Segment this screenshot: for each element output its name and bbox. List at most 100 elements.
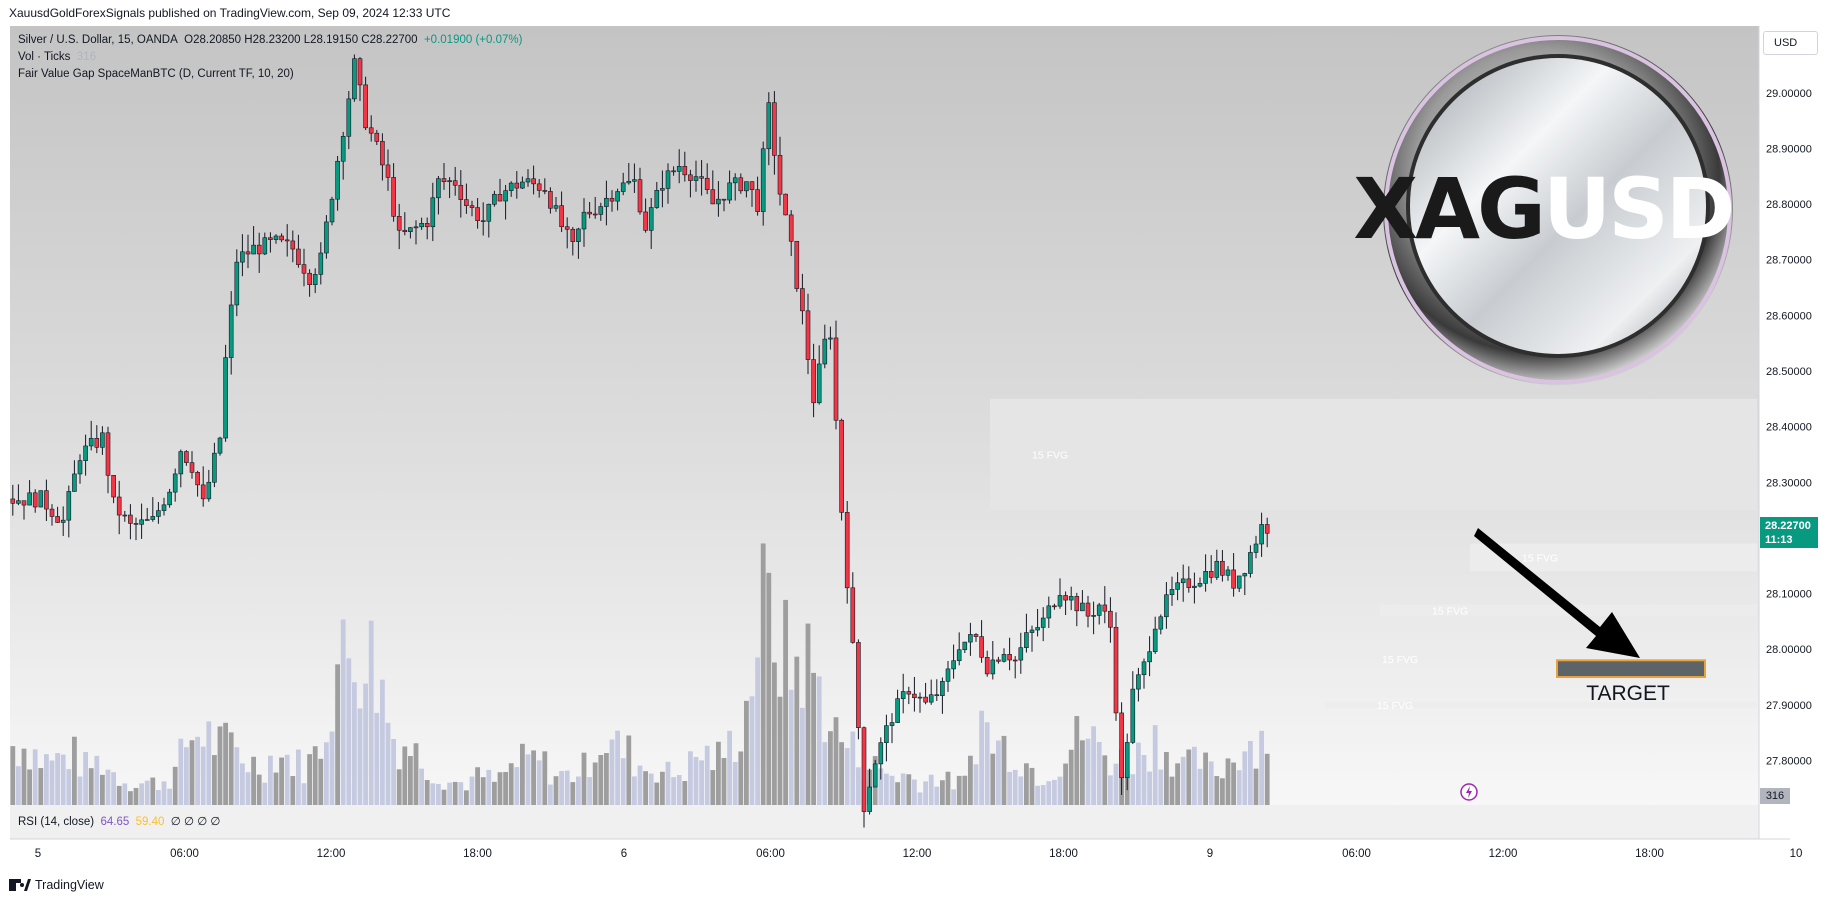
fvg-zone-label: 15 FVG	[1377, 700, 1413, 712]
legend-symbol[interactable]: Silver / U.S. Dollar, 15, OANDA	[18, 34, 178, 46]
volume-bar	[32, 749, 38, 805]
volume-bar	[632, 776, 637, 805]
candle-body	[1080, 602, 1085, 612]
candle-body	[413, 226, 419, 229]
volume-bar	[626, 735, 632, 805]
tradingview-footer[interactable]: TradingView	[9, 878, 104, 892]
footer-brand: TradingView	[35, 878, 104, 892]
volume-bar	[167, 788, 172, 805]
candle-body	[839, 419, 844, 513]
candle-body	[1136, 674, 1141, 690]
volume-bar	[1052, 779, 1057, 805]
volume-bar	[794, 656, 800, 805]
candle-body	[1242, 573, 1248, 577]
candle-body	[172, 473, 178, 493]
currency-selector[interactable]: USD	[1763, 31, 1818, 55]
candle-body	[794, 240, 800, 289]
volume-bar	[962, 775, 968, 805]
volume-bar	[699, 760, 704, 805]
candle-body	[1152, 628, 1158, 653]
candle-body	[116, 496, 122, 516]
candle-body	[357, 58, 363, 86]
volume-bar	[1152, 725, 1158, 805]
candle-body	[1208, 571, 1214, 578]
candle-body	[72, 473, 77, 492]
price-tick-label: 27.80000	[1766, 755, 1812, 767]
legend-indicator-line[interactable]: Fair Value Gap SpaceManBTC (D, Current T…	[18, 68, 294, 80]
volume-bar	[284, 754, 290, 805]
last-price-tag: 28.22700 11:13	[1760, 517, 1818, 548]
volume-bar	[16, 766, 21, 805]
candle-body	[984, 657, 990, 675]
volume-bar	[144, 780, 150, 805]
volume-bar	[486, 769, 492, 805]
volume-bar	[1091, 726, 1096, 805]
candle-body	[570, 228, 576, 242]
candle-body	[94, 437, 100, 448]
candle-body	[1018, 647, 1024, 661]
volume-bar	[906, 774, 912, 805]
candle-body	[480, 220, 486, 222]
volume-bar	[464, 790, 469, 805]
candle-body	[598, 206, 604, 215]
candle-body	[486, 203, 492, 222]
volume-bar	[1012, 769, 1018, 805]
candle-body	[671, 170, 676, 173]
candle-body	[1074, 596, 1080, 612]
volume-bar	[973, 764, 979, 805]
candle-body	[1057, 595, 1063, 607]
volume-bar	[884, 773, 889, 805]
candle-body	[609, 197, 615, 202]
volume-bar	[206, 721, 212, 805]
time-axis[interactable]: 5 06:00 12:00 18:00 6 06:00 12:00 18:00 9 06:00 12…	[35, 848, 1803, 860]
volume-bar	[189, 740, 195, 805]
volume-bar	[324, 742, 329, 805]
candle-body	[1259, 524, 1264, 545]
volume-bar	[296, 749, 301, 805]
volume-bar	[234, 747, 240, 805]
volume-bar	[363, 683, 368, 805]
alert-icon[interactable]	[1460, 783, 1478, 801]
volume-bar	[368, 620, 374, 805]
candle-body	[111, 475, 116, 498]
volume-bar	[844, 748, 850, 805]
volume-bar	[1203, 752, 1208, 805]
candle-body	[553, 205, 559, 209]
volume-bar	[105, 769, 111, 805]
volume-bar	[1169, 776, 1175, 805]
candle-body	[755, 189, 760, 212]
volume-bar	[951, 789, 956, 805]
candle-body	[878, 742, 884, 765]
volume-bar	[570, 782, 576, 805]
volume-bar	[1085, 738, 1091, 805]
price-axis[interactable]: 29.00000 28.90000 28.80000 28.70000 28.60000…	[1766, 88, 1812, 768]
legend-volume-line[interactable]: Vol · Ticks 316	[18, 51, 96, 63]
volume-bar	[553, 776, 559, 805]
volume-bar	[139, 783, 144, 805]
volume-bar	[380, 679, 385, 805]
candle-body	[968, 634, 973, 643]
time-tick-label: 06:00	[1342, 848, 1371, 860]
volume-bar	[1259, 730, 1264, 805]
fvg-zone-box	[990, 398, 1757, 511]
time-tick-label: 5	[35, 848, 41, 860]
candle-body	[822, 338, 828, 365]
volume-bar	[161, 781, 167, 805]
volume-bar	[945, 771, 951, 805]
candle-body	[374, 132, 380, 142]
candle-body	[329, 198, 335, 223]
volume-bar	[1214, 776, 1220, 805]
volume-bar	[475, 767, 480, 805]
rsi-legend[interactable]: RSI (14, close) 64.65 59.40 ∅ ∅ ∅ ∅	[18, 814, 220, 828]
volume-bar	[228, 732, 234, 805]
fvg-zone-box	[1330, 657, 1757, 662]
candle-body	[1052, 605, 1057, 608]
volume-bar	[805, 623, 811, 805]
candle-body	[805, 310, 811, 360]
volume-bar	[671, 777, 676, 805]
candle-body	[206, 481, 212, 500]
volume-bar	[542, 751, 548, 805]
volume-bar	[1158, 769, 1164, 805]
rsi-name: RSI (14, close)	[18, 816, 95, 828]
